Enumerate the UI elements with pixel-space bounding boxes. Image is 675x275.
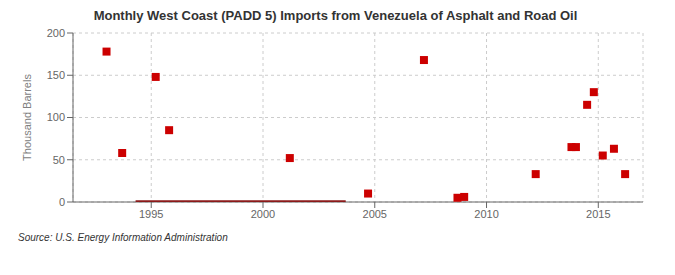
svg-text:Thousand Barrels: Thousand Barrels — [21, 74, 33, 161]
svg-text:150: 150 — [47, 69, 65, 81]
svg-text:2015: 2015 — [586, 208, 610, 220]
svg-text:2000: 2000 — [251, 208, 275, 220]
svg-text:2005: 2005 — [363, 208, 387, 220]
html-text:Monthly West Coast (PADD 5) Im: Monthly West Coast (PADD 5) Imports from… — [93, 8, 578, 23]
svg-text:0: 0 — [59, 196, 65, 208]
svg-text:1995: 1995 — [139, 208, 163, 220]
svg-text:2010: 2010 — [474, 208, 498, 220]
html-text:Source: U.S. Energy Informatio: Source: U.S. Energy Information Administ… — [18, 232, 228, 243]
svg-text:100: 100 — [47, 111, 65, 123]
svg-text:50: 50 — [53, 154, 65, 166]
svg-text:200: 200 — [47, 27, 65, 39]
